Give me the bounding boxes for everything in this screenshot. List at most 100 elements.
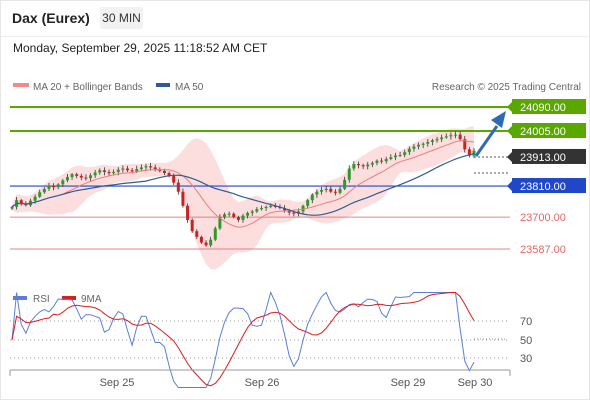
- candle-body: [79, 175, 83, 178]
- candle-body: [162, 170, 166, 174]
- candle-body: [153, 167, 157, 170]
- projection-arrow-shaft: [474, 125, 499, 157]
- candle-body: [393, 155, 397, 158]
- level-label-pointer: [507, 151, 512, 162]
- candle-body: [403, 152, 407, 155]
- x-label-sep29: Sep 29: [391, 377, 426, 389]
- candle-body: [61, 180, 65, 185]
- candle-body: [70, 174, 74, 178]
- candle-body: [93, 172, 97, 176]
- candle-body: [38, 192, 42, 197]
- level-value-23587.00: 23587.00: [520, 244, 566, 256]
- candle-body: [135, 169, 139, 172]
- rsi-ma-legend-swatch: [62, 296, 76, 300]
- candle-body: [47, 185, 51, 189]
- candle-body: [306, 200, 310, 206]
- candle-body: [213, 228, 217, 240]
- level-label-pointer: [507, 102, 512, 112]
- rsi-ma-legend-label: 9MA: [81, 294, 102, 305]
- candle-body: [126, 168, 129, 171]
- level-labels: 24090.00 24005.00 23913.00 23810.00 23700.00…: [507, 99, 586, 256]
- ma50-line: [11, 152, 475, 216]
- candle-body: [472, 150, 476, 156]
- timestamp: Monday, September 29, 2025 11:18:52 AM C…: [13, 41, 268, 55]
- chart-header: Dax (Eurex) 30 MIN: [0, 0, 590, 37]
- level-value-23700.00: 23700.00: [520, 212, 566, 224]
- candle-body: [195, 231, 199, 237]
- candle-body: [255, 209, 259, 212]
- candle-body: [454, 134, 458, 136]
- candle-body: [333, 191, 337, 193]
- candle-body: [186, 205, 190, 220]
- credit-text: Research © 2025 Trading Central: [432, 82, 581, 93]
- candle-body: [435, 139, 439, 141]
- candle-body: [370, 162, 374, 165]
- candle-body: [398, 154, 402, 156]
- candle-body: [56, 184, 60, 188]
- bollinger-legend-swatch: [13, 83, 29, 87]
- candle-body: [449, 135, 453, 137]
- rsi-tick-70: 70: [520, 316, 532, 328]
- candle-body: [116, 169, 120, 172]
- candle-body: [223, 214, 227, 218]
- candle-body: [236, 217, 240, 220]
- candle-body: [52, 185, 56, 188]
- candle-body: [209, 239, 213, 246]
- level-label-box: [512, 122, 586, 138]
- candle-body: [199, 236, 203, 243]
- ma20-line: [11, 140, 475, 228]
- level-label-pointer: [507, 181, 512, 192]
- rsi-legend-swatch: [13, 296, 27, 300]
- level-value-24005.00: 24005.00: [520, 126, 566, 138]
- rsi-legend-label: RSI: [33, 294, 50, 305]
- candle-body: [426, 142, 430, 144]
- candle-body: [112, 171, 116, 174]
- interval-button[interactable]: 30 MIN: [100, 7, 143, 29]
- candle-body: [121, 168, 125, 170]
- candle-body: [227, 213, 231, 215]
- candle-body: [232, 213, 236, 218]
- candle-body: [343, 179, 347, 189]
- candle-body: [463, 139, 467, 150]
- candle-body: [144, 166, 148, 168]
- candle-body: [250, 211, 254, 213]
- rsi-tick-30: 30: [520, 353, 532, 365]
- candle-body: [149, 166, 153, 168]
- candle-body: [130, 170, 134, 172]
- candle-body: [366, 164, 370, 167]
- candle-body: [107, 171, 111, 174]
- candle-body: [407, 148, 411, 153]
- bollinger-legend-label: MA 20 + Bollinger Bands: [33, 82, 143, 93]
- candle-body: [167, 173, 171, 176]
- candle-body: [384, 158, 388, 162]
- instrument-title: Dax (Eurex): [12, 10, 90, 26]
- level-label-box: [512, 148, 586, 164]
- candle-body: [315, 191, 319, 195]
- level-value-23810.00: 23810.00: [520, 181, 566, 193]
- level-label-box: [512, 178, 586, 194]
- ma50-legend-swatch: [156, 83, 170, 87]
- candle-body: [241, 215, 245, 220]
- candle-body: [375, 160, 379, 163]
- level-label-pointer: [507, 125, 512, 136]
- candle-body: [204, 242, 208, 246]
- candle-body: [320, 189, 324, 192]
- candle-body: [329, 188, 333, 192]
- level-lines: [10, 106, 510, 250]
- candle-body: [102, 170, 106, 172]
- candle-body: [10, 206, 14, 209]
- candle-body: [75, 174, 79, 176]
- x-label-sep26: Sep 26: [245, 377, 280, 389]
- candle-body: [361, 165, 365, 167]
- level-label-box: [512, 99, 586, 114]
- candle-body: [417, 144, 421, 147]
- candle-body: [440, 137, 444, 140]
- candle-body: [444, 136, 448, 138]
- candlesticks: [10, 131, 476, 248]
- candle-body: [89, 175, 93, 179]
- candle-body: [218, 217, 222, 229]
- candle-body: [324, 188, 328, 190]
- candle-body: [338, 188, 342, 193]
- candle-body: [421, 143, 425, 145]
